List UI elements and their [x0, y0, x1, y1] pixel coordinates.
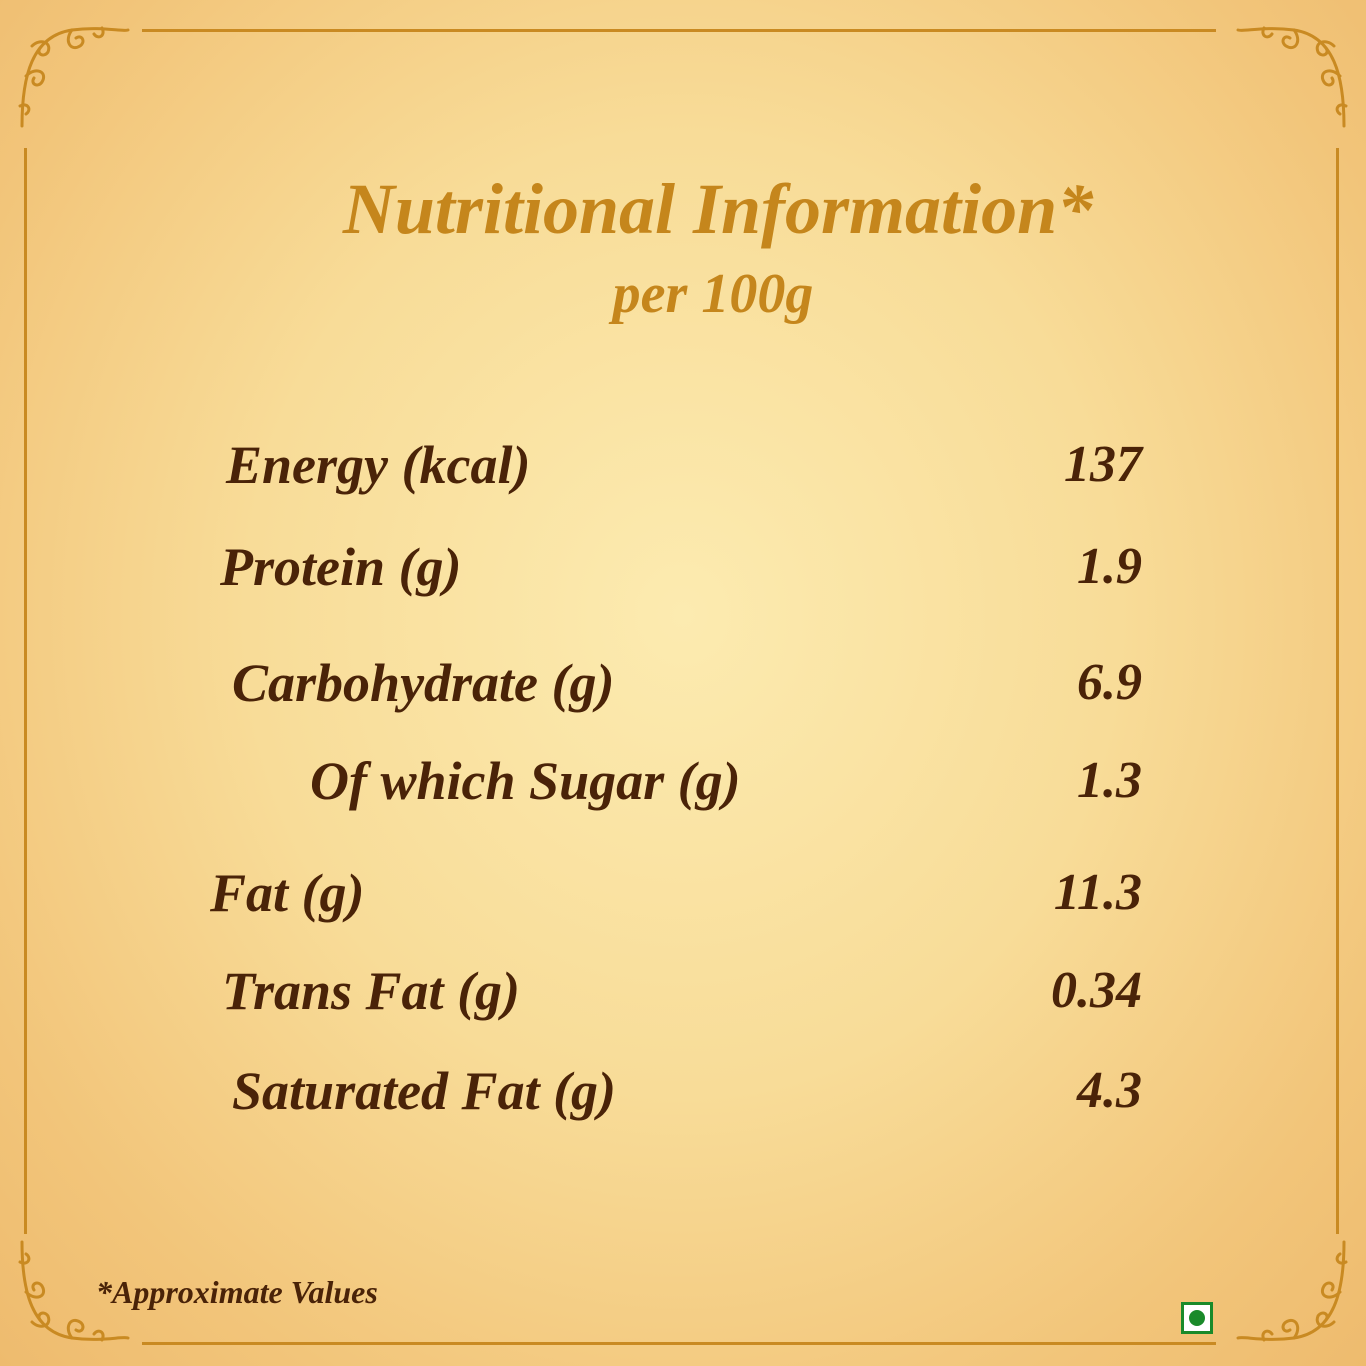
nutrient-row-trans-fat: Trans Fat (g) 0.34: [0, 956, 1366, 1026]
nutrient-row-fat: Fat (g) 11.3: [0, 858, 1366, 928]
nutrient-row-carbohydrate: Carbohydrate (g) 6.9: [0, 648, 1366, 718]
nutrient-label: Trans Fat (g): [222, 961, 521, 1021]
nutrient-label: Fat (g): [210, 863, 365, 923]
page-title: Nutritional Information*: [342, 169, 1094, 249]
nutrient-value: 4.3: [1077, 1062, 1142, 1119]
nutrient-value: 1.9: [1077, 538, 1142, 595]
frame-top-border: [142, 29, 1216, 32]
corner-ornament-icon: [1234, 1232, 1354, 1352]
nutrient-label: Energy (kcal): [226, 435, 531, 495]
nutrient-row-saturated-fat: Saturated Fat (g) 4.3: [0, 1056, 1366, 1126]
frame-right-border: [1336, 148, 1339, 1234]
corner-ornament-icon: [12, 1232, 132, 1352]
corner-ornament-icon: [12, 16, 132, 136]
nutrient-label: Of which Sugar (g): [310, 751, 741, 811]
nutrient-label: Protein (g): [220, 537, 462, 597]
nutrient-value: 6.9: [1077, 654, 1142, 711]
nutrient-value: 0.34: [1051, 962, 1142, 1019]
nutrient-row-protein: Protein (g) 1.9: [0, 532, 1366, 602]
nutrient-value: 1.3: [1077, 752, 1142, 809]
nutrient-row-sugar: Of which Sugar (g) 1.3: [0, 746, 1366, 816]
nutrient-row-energy: Energy (kcal) 137: [0, 430, 1366, 500]
vegetarian-mark-icon: [1181, 1302, 1213, 1334]
nutrient-value: 11.3: [1053, 864, 1142, 921]
frame-bottom-border: [142, 1342, 1216, 1345]
corner-ornament-icon: [1234, 16, 1354, 136]
approximate-values-note: *Approximate Values: [96, 1274, 378, 1310]
frame-left-border: [24, 148, 27, 1234]
nutrient-value: 137: [1064, 436, 1142, 493]
nutrient-label: Saturated Fat (g): [232, 1061, 617, 1121]
page-subtitle: per 100g: [612, 263, 814, 325]
nutrient-label: Carbohydrate (g): [232, 653, 615, 713]
